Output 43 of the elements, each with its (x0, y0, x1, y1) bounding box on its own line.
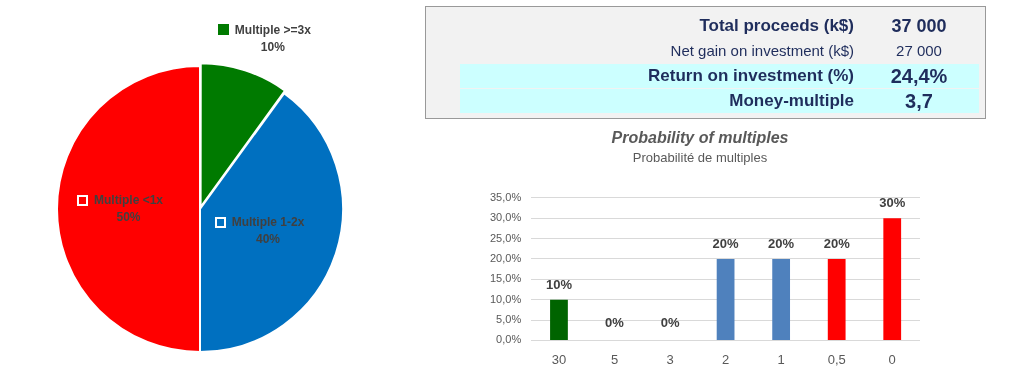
y-tick-label: 0,0% (496, 333, 522, 346)
x-tick-label: 0,5 (827, 351, 846, 367)
y-tick-label: 30,0% (489, 211, 522, 224)
x-tick-label: 0 (888, 351, 896, 367)
bar (550, 299, 568, 340)
x-tick-label: 30 (551, 351, 567, 367)
text: 27 000 (895, 41, 943, 61)
y-tick-label: 15,0% (489, 272, 522, 285)
text: Money-multiple (729, 90, 854, 112)
data-label: 20% (768, 235, 795, 251)
x-tick-label: 1 (777, 351, 785, 367)
y-tick-label: 5,0% (496, 313, 522, 326)
text: Net gain on investment (k$) (670, 41, 854, 61)
data-label: 10% (260, 39, 286, 54)
text: Total proceeds (k$) (699, 15, 854, 37)
bar (827, 258, 846, 340)
y-tick-label: 10,0% (489, 292, 522, 305)
x-tick-label: 3 (666, 351, 674, 367)
bar (772, 258, 791, 340)
legend-label: Multiple <1x (93, 193, 164, 208)
bar (883, 218, 902, 340)
data-label: 40% (255, 232, 281, 247)
chart-subtitle: Probabilité de multiples (632, 149, 768, 165)
data-label: 50% (116, 210, 141, 225)
data-label: 20% (823, 235, 851, 251)
data-label: 30% (879, 195, 906, 211)
text: 3,7 (904, 89, 934, 113)
data-label: 10% (545, 276, 573, 292)
legend-label: Multiple >=3x (234, 22, 312, 37)
legend-label: Multiple 1-2x (231, 215, 305, 230)
data-label: 20% (712, 235, 740, 251)
y-tick-label: 35,0% (489, 190, 522, 203)
bar (716, 258, 735, 340)
text: 37 000 (890, 15, 948, 38)
text: Return on investment (%) (648, 65, 854, 87)
y-tick-label: 20,0% (489, 251, 522, 264)
data-label: 0% (660, 315, 680, 331)
x-tick-label: 5 (610, 351, 619, 367)
chart-title: Probability of multiples (611, 129, 789, 147)
x-tick-label: 2 (721, 351, 730, 367)
text: 24,4% (889, 64, 949, 88)
data-label: 0% (605, 315, 625, 331)
y-tick-label: 25,0% (489, 231, 522, 244)
